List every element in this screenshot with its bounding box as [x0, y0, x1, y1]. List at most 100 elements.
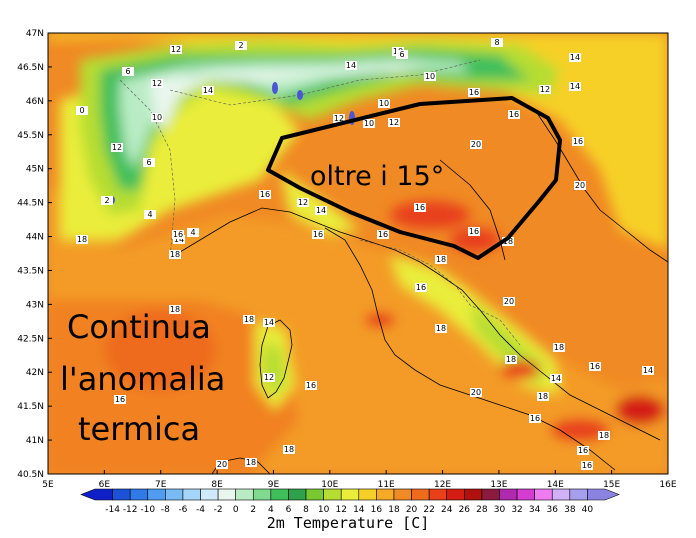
contour-label-bg — [577, 446, 589, 455]
contour-label: 20 — [471, 140, 481, 149]
longitude-tick-label: 16E — [659, 480, 676, 490]
contour-label-bg — [315, 206, 327, 215]
contour-label: 14 — [643, 366, 653, 375]
annotation-line-3: termica — [78, 410, 200, 448]
longitude-tick-label: 9E — [268, 480, 280, 490]
longitude-tick-label: 6E — [99, 480, 111, 490]
annotation-area-label: oltre i 15° — [310, 161, 444, 192]
legend-swatch — [499, 488, 518, 501]
legend-tick-label: 12 — [335, 505, 346, 515]
legend-tick-label: 30 — [494, 505, 506, 515]
contour-label: 8 — [494, 38, 499, 47]
contour-label-bg — [470, 388, 482, 397]
latitude-tick-label: 46N — [26, 97, 44, 107]
contour-label: 20 — [575, 181, 585, 190]
contour-label-bg — [169, 250, 181, 259]
contour-label-bg — [151, 79, 163, 88]
contour-label-bg — [529, 414, 541, 423]
contour-label: 16 — [582, 461, 592, 470]
contour-label: 14 — [174, 235, 184, 244]
legend-swatch — [587, 488, 620, 501]
contour-label-bg — [503, 297, 515, 306]
legend-swatch — [340, 488, 360, 501]
contour-label: 16 — [260, 190, 270, 199]
contour-label: 12 — [171, 45, 181, 54]
legend-swatch — [534, 488, 553, 501]
contour-label: 12 — [112, 143, 122, 152]
contour-label-bg — [297, 198, 309, 207]
contour-label-bg — [172, 230, 184, 239]
contour-label-bg — [642, 366, 654, 375]
latitude-tick-label: 46.5N — [17, 63, 44, 73]
legend-swatch — [235, 488, 254, 501]
legend-swatch — [182, 488, 201, 501]
legend-tick-label: 0 — [233, 505, 239, 515]
contour-label: 2 — [238, 41, 243, 50]
longitude-tick-label: 13E — [490, 480, 507, 490]
contour-label-bg — [539, 85, 551, 94]
contour-label-bg — [122, 67, 134, 76]
legend-swatch — [376, 488, 395, 501]
legend-swatch — [80, 488, 113, 501]
contour-label-bg — [114, 395, 126, 404]
contour-label-bg — [202, 86, 214, 95]
longitude-tick-label: 15E — [603, 480, 620, 490]
contour-label: 12 — [264, 373, 274, 382]
legend-swatch — [411, 488, 430, 501]
contour-label-bg — [396, 50, 408, 59]
legend-swatch — [217, 488, 236, 501]
contour-label: 14 — [346, 61, 356, 70]
contour-label-bg — [243, 315, 255, 324]
contour-label-bg — [468, 227, 480, 236]
legend-tick-label: 20 — [406, 505, 418, 515]
legend-tick-label: 28 — [476, 505, 488, 515]
contour-label: 10 — [152, 113, 162, 122]
contour-label-bg — [415, 283, 427, 292]
longitude-tick-label: 7E — [155, 480, 167, 490]
contour-label-bg — [169, 305, 181, 314]
contour-label-bg — [245, 458, 257, 467]
contour-label: 14 — [316, 206, 326, 215]
annotation-line-1: Continua — [67, 308, 211, 346]
legend-swatch — [323, 488, 342, 501]
contour-label: 6 — [399, 50, 404, 59]
legend-tick-label: 22 — [423, 505, 434, 515]
contour-label-bg — [378, 99, 390, 108]
latitude-tick-label: 41.5N — [17, 402, 44, 412]
legend-swatch — [569, 488, 588, 501]
contour-label-bg — [414, 203, 426, 212]
latitude-tick-label: 41N — [26, 436, 44, 446]
longitude-axis: 5E 6E 7E 8E 9E 10E 11E 12E 13E 14E 15E 16E — [42, 470, 677, 490]
contour-label: 20 — [217, 460, 227, 469]
contour-label-bg — [173, 235, 185, 244]
legend-swatch — [446, 488, 465, 501]
legend-tick-label: -14 — [105, 505, 120, 515]
longitude-tick-label: 8E — [211, 480, 223, 490]
contour-label-bg — [569, 82, 581, 91]
contour-label: 10 — [379, 99, 389, 108]
contour-label: 16 — [530, 414, 540, 423]
longitude-tick-label: 14E — [547, 480, 564, 490]
contour-label: 12 — [298, 198, 308, 207]
contour-label-bg — [170, 45, 182, 54]
legend-swatch — [305, 488, 324, 501]
legend-tick-label: 8 — [303, 505, 309, 515]
contour-label-bg — [216, 460, 228, 469]
legend-tick-label: -2 — [214, 505, 223, 515]
contour-label: 16 — [415, 203, 425, 212]
contour-label: 16 — [578, 446, 588, 455]
contour-label: 18 — [503, 237, 513, 246]
legend-swatch — [481, 488, 500, 501]
contour-label: 16 — [416, 283, 426, 292]
temperature-field — [48, 33, 668, 474]
contour-label: 12 — [540, 85, 550, 94]
legend-swatch — [464, 488, 483, 501]
contour-label-bg — [435, 255, 447, 264]
borders — [119, 59, 521, 346]
legend-swatch — [165, 488, 184, 501]
contour-label-bg — [187, 228, 199, 237]
contour-label: 16 — [313, 230, 323, 239]
legend-tick-label: 40 — [582, 505, 594, 515]
contour-label-bg — [101, 196, 113, 205]
map-frame — [47, 32, 669, 475]
